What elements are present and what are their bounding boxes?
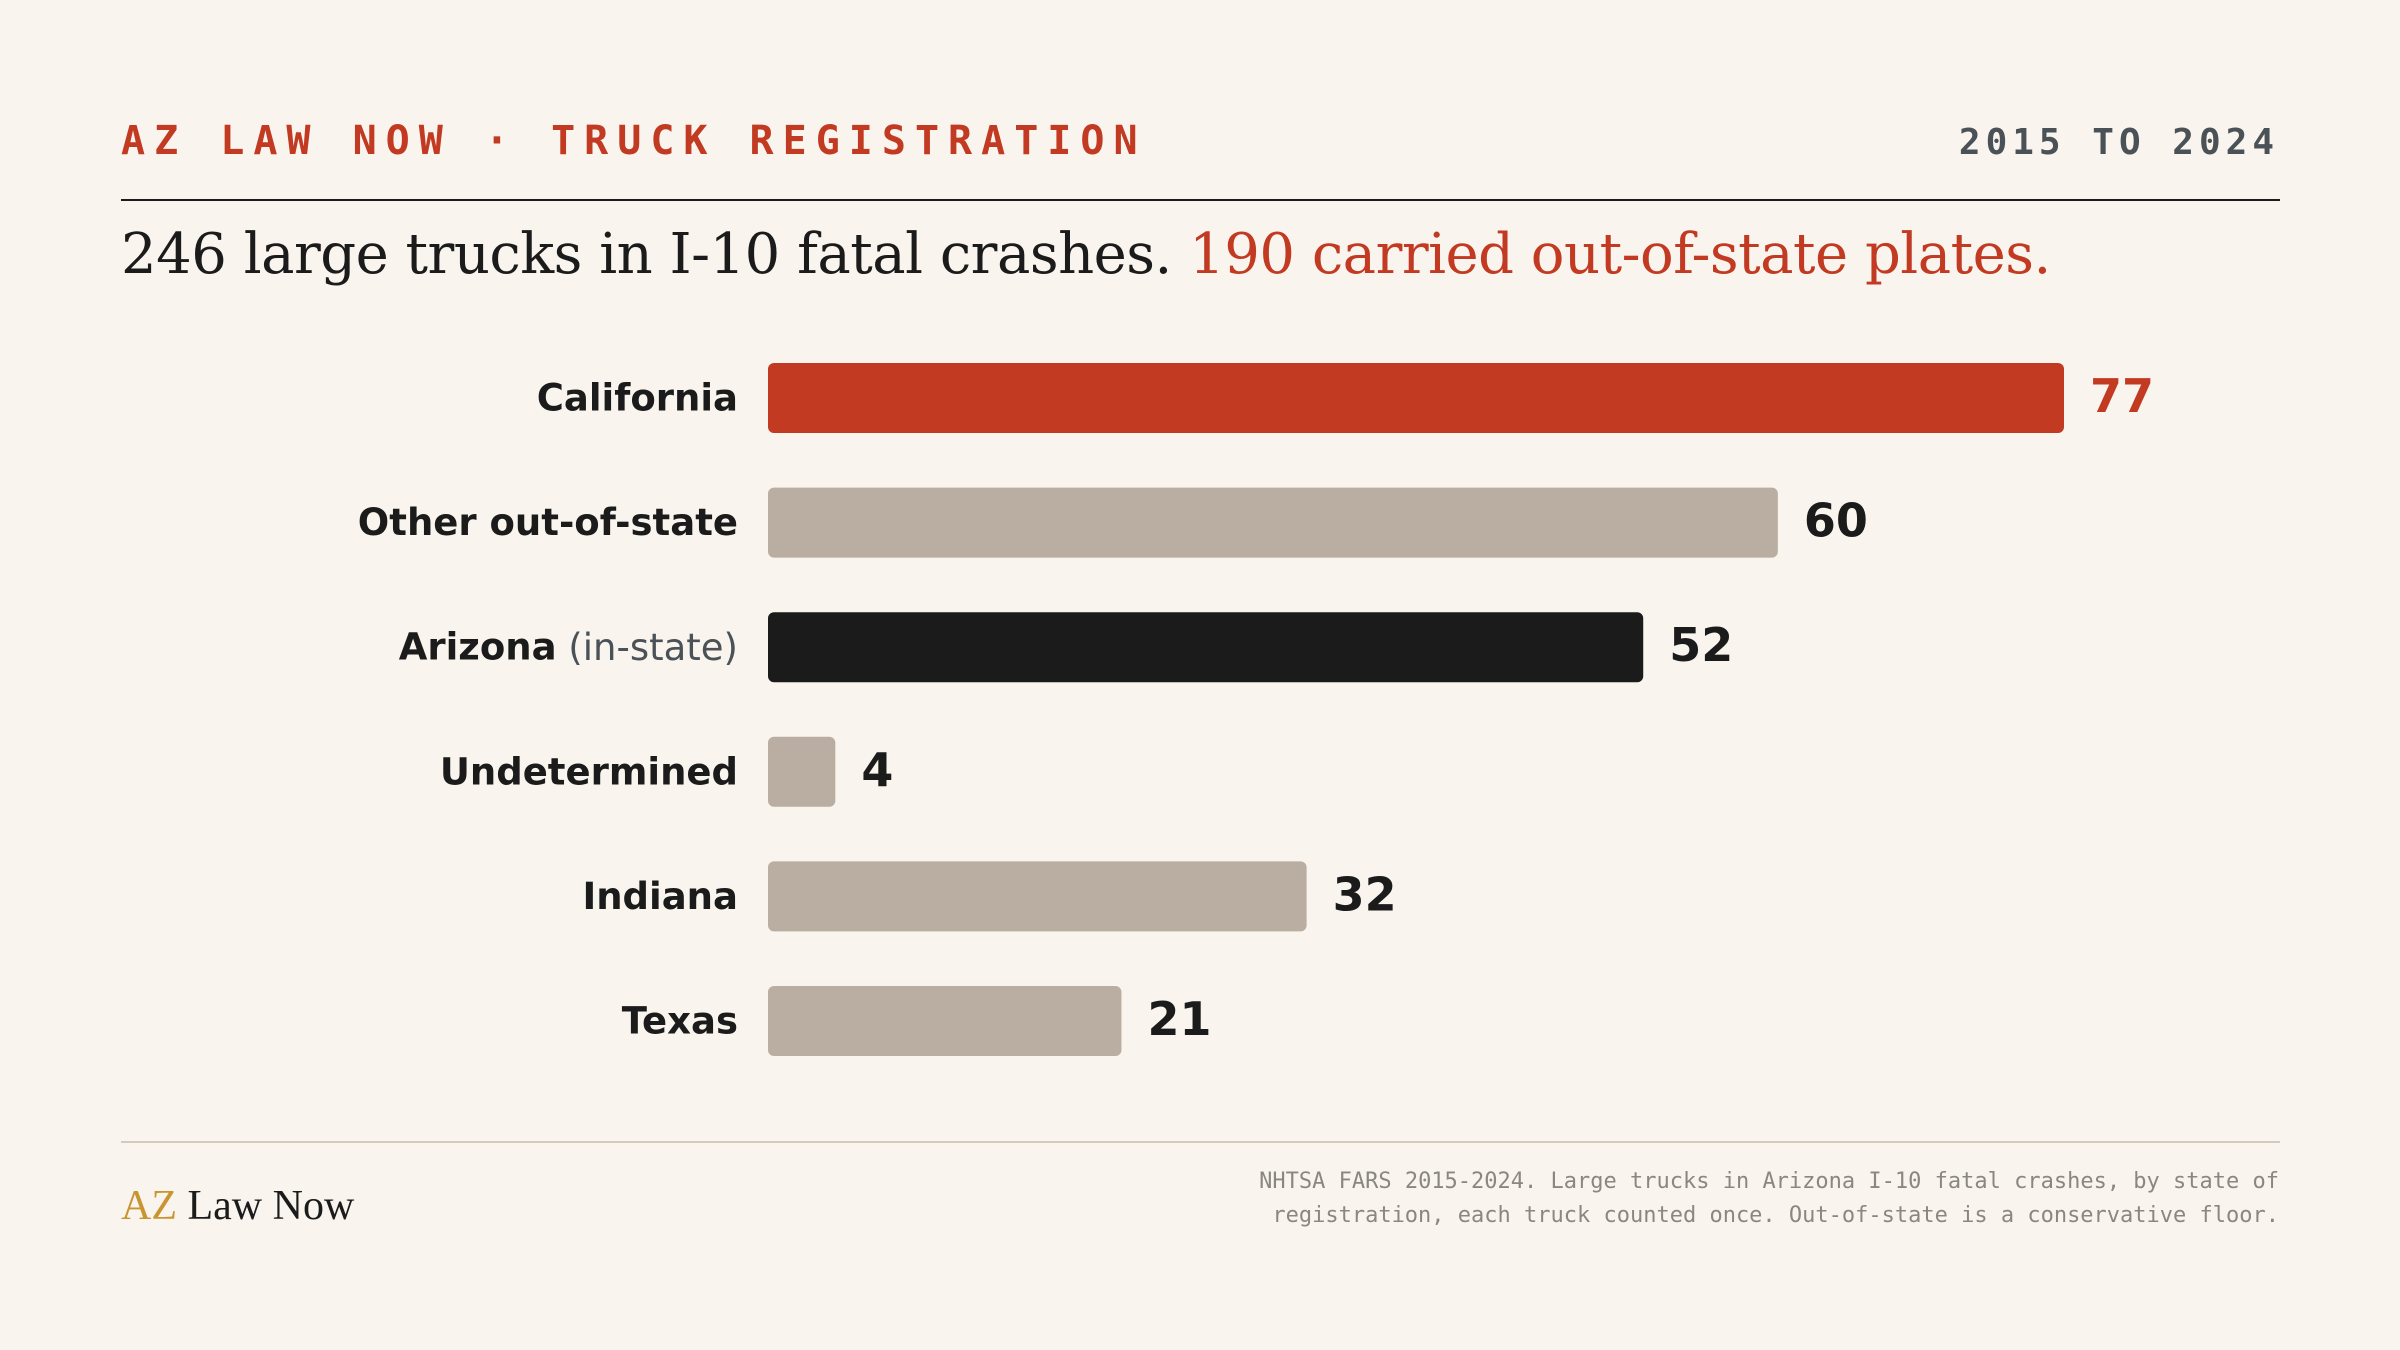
bar-undetermined bbox=[768, 736, 836, 807]
category-label: Arizona (in-state) bbox=[399, 626, 738, 669]
bottom-rule bbox=[121, 1141, 2280, 1143]
bar-arizona bbox=[768, 612, 1644, 683]
category-label: Indiana bbox=[582, 875, 738, 918]
bar-other-out-of-state bbox=[768, 487, 1778, 558]
value-label: 21 bbox=[1147, 992, 1211, 1046]
bar-chart: California 77 Other out-of-state 60 Arizona … bbox=[358, 363, 2154, 1056]
headline-accent: 190 carried out-of-state plates. bbox=[1189, 222, 2051, 287]
brand-rest: Law Now bbox=[177, 1183, 355, 1229]
value-label: 4 bbox=[861, 743, 893, 797]
category-note: (in-state) bbox=[557, 626, 738, 669]
value-label: 77 bbox=[2090, 369, 2154, 423]
value-label: 32 bbox=[1333, 867, 1397, 921]
headline-main: 246 large trucks in I-10 fatal crashes. bbox=[121, 222, 1190, 287]
value-label: 52 bbox=[1669, 618, 1733, 672]
headline: 246 large trucks in I-10 fatal crashes. … bbox=[121, 222, 2051, 287]
bar-california bbox=[768, 363, 2064, 433]
bar-texas bbox=[768, 986, 1122, 1056]
source-line-2: registration, each truck counted once. O… bbox=[1272, 1203, 2279, 1228]
value-label: 60 bbox=[1804, 494, 1868, 548]
source-note: NHTSA FARS 2015-2024. Large trucks in Ar… bbox=[1179, 1165, 2279, 1233]
brand-logo: AZ Law Now bbox=[121, 1182, 354, 1230]
category-label: California bbox=[537, 377, 738, 420]
kicker: AZ LAW NOW · TRUCK REGISTRATION bbox=[121, 118, 1147, 164]
year-range: 2015 TO 2024 bbox=[1958, 122, 2279, 163]
category-label: Other out-of-state bbox=[358, 501, 738, 544]
brand-az: AZ bbox=[121, 1183, 177, 1229]
source-line-1: NHTSA FARS 2015-2024. Large trucks in Ar… bbox=[1259, 1169, 2279, 1194]
category-label: Undetermined bbox=[440, 750, 738, 793]
category-label: Texas bbox=[622, 1000, 738, 1043]
bar-indiana bbox=[768, 861, 1307, 932]
top-rule bbox=[121, 199, 2280, 201]
